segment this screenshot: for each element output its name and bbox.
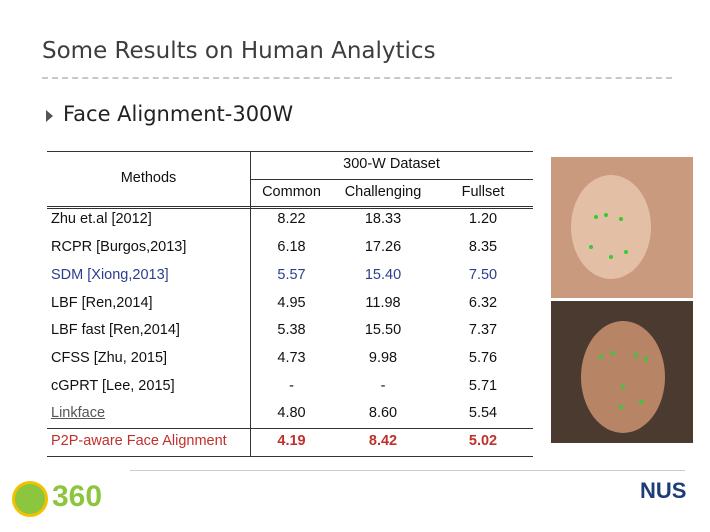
method-cell: CFSS [Zhu, 2015] xyxy=(51,349,168,366)
method-cell: LBF [Ren,2014] xyxy=(51,294,153,311)
value-cell: 7.37 xyxy=(468,322,498,339)
value-cell: 8.60 xyxy=(368,405,398,422)
table-row: Zhu et.al [2012] 8.22 18.33 1.20 xyxy=(47,206,533,234)
footer-rule xyxy=(130,470,685,471)
table-row: LBF fast [Ren,2014] 5.38 15.50 7.37 xyxy=(47,317,533,345)
method-cell: cGPRT [Lee, 2015] xyxy=(51,377,175,394)
table-row: cGPRT [Lee, 2015] - - 5.71 xyxy=(47,373,533,401)
value-cell: 9.98 xyxy=(368,349,398,366)
header-cell: 300-W Dataset xyxy=(343,156,440,172)
value-cell: 5.54 xyxy=(468,405,498,422)
logo-icon xyxy=(12,481,48,517)
table-row: P2P-aware Face Alignment 4.19 8.42 5.02 xyxy=(47,428,533,456)
value-cell: 4.80 xyxy=(277,405,306,422)
value-cell: 5.38 xyxy=(277,322,306,339)
table-row: RCPR [Burgos,2013] 6.18 17.26 8.35 xyxy=(47,234,533,262)
value-cell: 5.76 xyxy=(468,349,498,366)
value-cell: 8.42 xyxy=(368,433,398,449)
logo-360: 360 xyxy=(52,480,103,513)
value-cell: 4.95 xyxy=(277,294,306,311)
slide-title: Some Results on Human Analytics xyxy=(42,38,436,64)
method-cell: SDM [Xiong,2013] xyxy=(51,266,169,283)
bullet xyxy=(46,110,53,122)
table-line xyxy=(47,206,533,208)
header-cell: Methods xyxy=(120,170,177,186)
header-cell: Challenging xyxy=(344,183,422,200)
method-cell: LBF fast [Ren,2014] xyxy=(51,322,180,339)
title-rule xyxy=(42,77,672,79)
value-cell: 15.50 xyxy=(364,322,402,339)
table-line xyxy=(250,151,251,456)
table-row: CFSS [Zhu, 2015] 4.73 9.98 5.76 xyxy=(47,345,533,373)
face-images xyxy=(551,157,693,443)
table-line xyxy=(47,455,533,457)
table-row: LBF [Ren,2014] 4.95 11.98 6.32 xyxy=(47,290,533,318)
value-cell: 7.50 xyxy=(468,266,498,283)
value-cell: 4.19 xyxy=(277,433,306,449)
value-cell: 15.40 xyxy=(364,266,402,283)
value-cell: - xyxy=(380,377,386,394)
method-cell: RCPR [Burgos,2013] xyxy=(51,239,187,256)
value-cell: 8.35 xyxy=(468,239,498,256)
value-cell: 8.22 xyxy=(277,211,306,228)
value-cell: 6.18 xyxy=(277,239,306,256)
header-cell: Fullset xyxy=(461,183,505,200)
table-line xyxy=(47,207,533,209)
method-cell: Linkface xyxy=(51,405,106,422)
table-row: Linkface 4.80 8.60 5.54 xyxy=(47,400,533,428)
face xyxy=(571,175,651,279)
table-line xyxy=(47,428,533,429)
header-cell: Common xyxy=(262,183,321,200)
value-cell: 4.73 xyxy=(277,349,306,366)
section-title: Face Alignment-300W xyxy=(63,102,294,126)
method-cell: P2P-aware Face Alignment xyxy=(51,433,227,449)
table-row: SDM [Xiong,2013] 5.57 15.40 7.50 xyxy=(47,262,533,290)
face xyxy=(581,321,665,433)
value-cell: 5.02 xyxy=(468,433,498,449)
method-cell: Zhu et.al [2012] xyxy=(51,211,152,228)
value-cell: 6.32 xyxy=(468,294,498,311)
value-cell: 18.33 xyxy=(364,211,402,228)
value-cell: 5.57 xyxy=(277,266,306,283)
landmarks xyxy=(589,213,648,409)
value-cell: 17.26 xyxy=(364,239,402,256)
value-cell: - xyxy=(289,377,294,394)
value-cell: 11.98 xyxy=(365,294,401,311)
table-line xyxy=(47,151,533,152)
value-cell: 1.20 xyxy=(468,211,498,228)
table-line xyxy=(250,178,533,180)
value-cell: 5.71 xyxy=(468,377,498,394)
logo-nus: NUS xyxy=(640,478,687,503)
